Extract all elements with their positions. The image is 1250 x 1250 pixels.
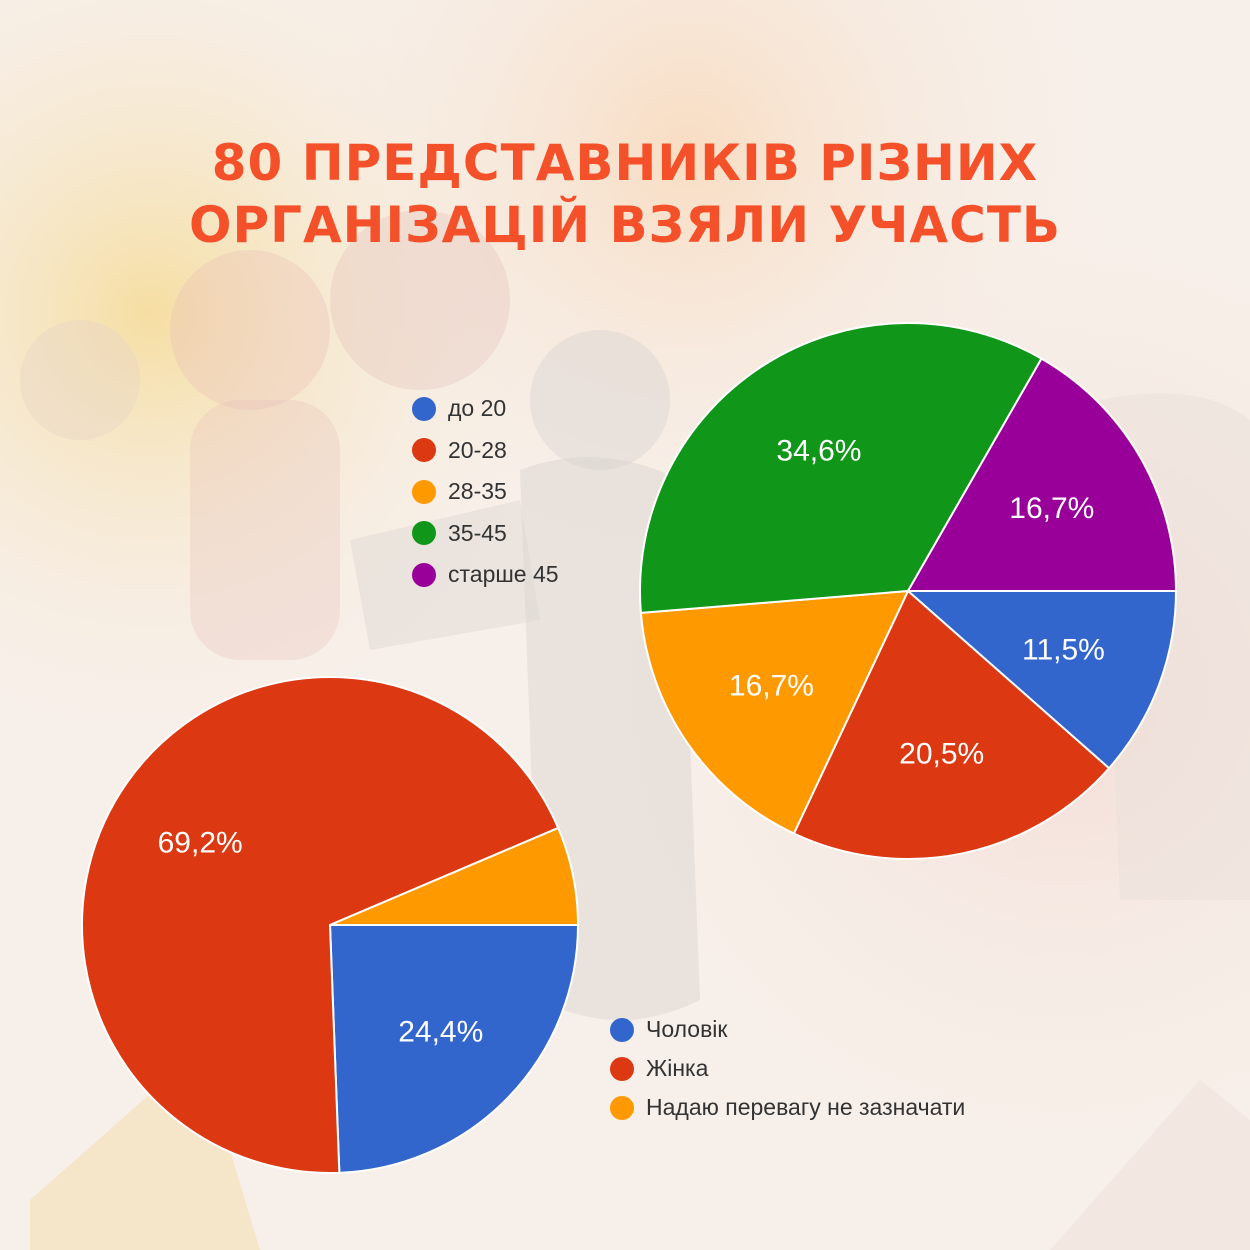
slice-label-1: 24,4% bbox=[398, 1016, 483, 1049]
slice-label-2: 69,2% bbox=[158, 827, 243, 860]
pie-slice-1 bbox=[328, 924, 580, 1174]
legend-dot bbox=[412, 396, 436, 421]
legend-dot bbox=[412, 521, 436, 546]
title-line-1: 80 ПРЕДСТАВНИКІВ РІЗНИХ bbox=[211, 134, 1039, 192]
slice-label-1: 11,5% bbox=[1022, 634, 1105, 667]
legend-item: Жінка bbox=[610, 1049, 965, 1088]
age-pie-chart: 11,5% 20,5% 16,7% 34,6% 16,7% bbox=[639, 322, 1178, 860]
legend-label: 28-35 bbox=[448, 478, 507, 505]
pie-slice-3 bbox=[639, 589, 910, 835]
gender-legend: Чоловік Жінка Надаю перевагу не зазначат… bbox=[610, 1010, 965, 1127]
legend-label: 20-28 bbox=[448, 436, 507, 463]
legend-item: до 20 bbox=[412, 388, 559, 430]
legend-item: 35-45 bbox=[412, 513, 559, 555]
legend-dot bbox=[412, 562, 436, 587]
legend-dot bbox=[610, 1095, 634, 1120]
legend-item: Чоловік bbox=[610, 1010, 965, 1049]
legend-label: Чоловік bbox=[646, 1016, 728, 1042]
pie-slice-5 bbox=[906, 357, 1178, 592]
legend-dot bbox=[610, 1056, 634, 1081]
slice-label-4: 34,6% bbox=[776, 435, 861, 468]
legend-item: старше 45 bbox=[412, 554, 559, 596]
legend-label: старше 45 bbox=[448, 561, 559, 588]
legend-dot bbox=[412, 479, 436, 504]
gender-pie-chart: 24,4% 69,2% bbox=[81, 676, 580, 1174]
pie-slice-4 bbox=[639, 322, 1043, 614]
title-line-2: ОРГАНІЗАЦІЙ ВЗЯЛИ УЧАСТЬ bbox=[188, 196, 1062, 254]
legend-label: Жінка bbox=[646, 1055, 709, 1081]
slice-label-3: 16,7% bbox=[729, 670, 814, 703]
page-title: 80 ПРЕДСТАВНИКІВ РІЗНИХ ОРГАНІЗАЦІЙ ВЗЯЛ… bbox=[0, 132, 1250, 256]
legend-label: 35-45 bbox=[448, 519, 507, 546]
legend-item: 28-35 bbox=[412, 471, 559, 513]
legend-item: 20-28 bbox=[412, 430, 559, 472]
pie-slice-3 bbox=[329, 826, 580, 926]
legend-item: Надаю перевагу не зазначати bbox=[610, 1088, 965, 1127]
legend-label: до 20 bbox=[448, 395, 507, 422]
slice-label-2: 20,5% bbox=[899, 738, 984, 771]
slice-label-5: 16,7% bbox=[1009, 492, 1094, 525]
age-legend: до 20 20-28 28-35 35-45 старше 45 bbox=[412, 388, 559, 596]
pie-slice-2 bbox=[81, 676, 560, 1174]
pie-slice-2 bbox=[792, 589, 1111, 860]
legend-label: Надаю перевагу не зазначати bbox=[646, 1094, 966, 1120]
pie-slice-1 bbox=[905, 590, 1178, 770]
legend-dot bbox=[412, 438, 436, 463]
legend-dot bbox=[610, 1017, 634, 1042]
